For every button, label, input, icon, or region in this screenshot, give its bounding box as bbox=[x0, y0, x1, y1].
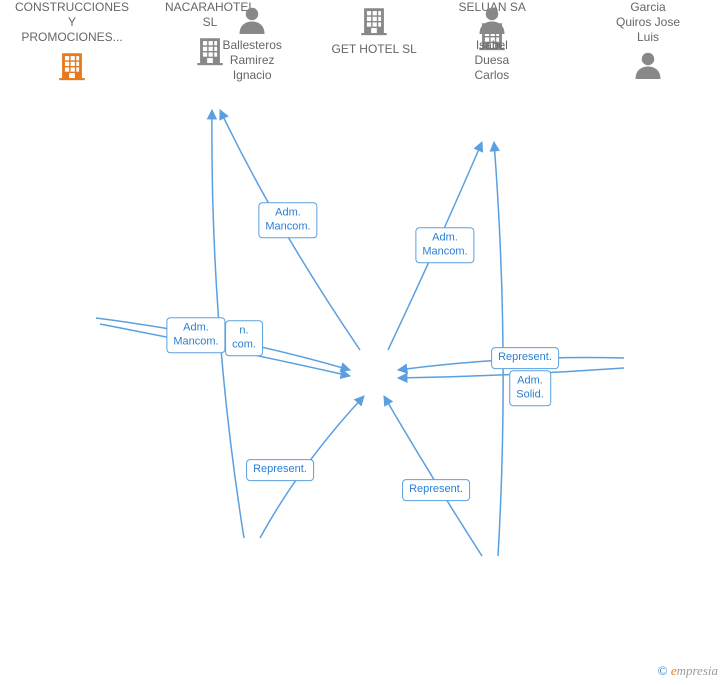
edge-label-construcciones-gethotel-3: n. com. bbox=[225, 320, 263, 356]
watermark-copyright: © bbox=[658, 663, 668, 678]
edge-label-construcciones-gethotel-2: Adm. Mancom. bbox=[166, 317, 225, 353]
node-gethotel: GET HOTEL SL bbox=[332, 0, 417, 57]
node-label: Garcia Quiros Jose Luis bbox=[616, 0, 680, 45]
diagram-canvas: NACARAHOTEL SL SELUAN SA CONSTRUCCIONES … bbox=[0, 0, 728, 685]
edge-label-ballesteros-gethotel-6: Represent. bbox=[246, 459, 314, 481]
node-construcciones: CONSTRUCCIONES Y PROMOCIONES... bbox=[15, 0, 129, 87]
edge-label-isabel-gethotel-8: Represent. bbox=[402, 479, 470, 501]
node-label: GET HOTEL SL bbox=[332, 42, 417, 57]
edge-label-gethotel-nacarahotel-0: Adm. Mancom. bbox=[258, 202, 317, 238]
watermark: © empresia bbox=[658, 663, 718, 679]
node-label: CONSTRUCCIONES Y PROMOCIONES... bbox=[15, 0, 129, 45]
building-icon bbox=[357, 4, 391, 38]
edge-label-garcia-gethotel-5: Adm. Solid. bbox=[509, 370, 551, 406]
node-label: Ballesteros Ramirez Ignacio bbox=[223, 38, 282, 83]
node-garcia: Garcia Quiros Jose Luis bbox=[616, 0, 680, 83]
edge-isabel-gethotel-8 bbox=[384, 396, 482, 556]
node-label: Isabel Duesa Carlos bbox=[475, 38, 510, 83]
building-icon bbox=[55, 49, 89, 83]
person-icon bbox=[237, 4, 267, 34]
node-ballesteros: Ballesteros Ramirez Ignacio bbox=[223, 0, 282, 83]
person-icon bbox=[633, 49, 663, 79]
node-isabel: Isabel Duesa Carlos bbox=[475, 0, 510, 83]
edge-label-garcia-gethotel-4: Represent. bbox=[491, 347, 559, 369]
edges-layer bbox=[0, 0, 728, 685]
edge-label-gethotel-seluan-1: Adm. Mancom. bbox=[415, 227, 474, 263]
watermark-rest: mpresia bbox=[677, 663, 718, 678]
person-icon bbox=[477, 4, 507, 34]
